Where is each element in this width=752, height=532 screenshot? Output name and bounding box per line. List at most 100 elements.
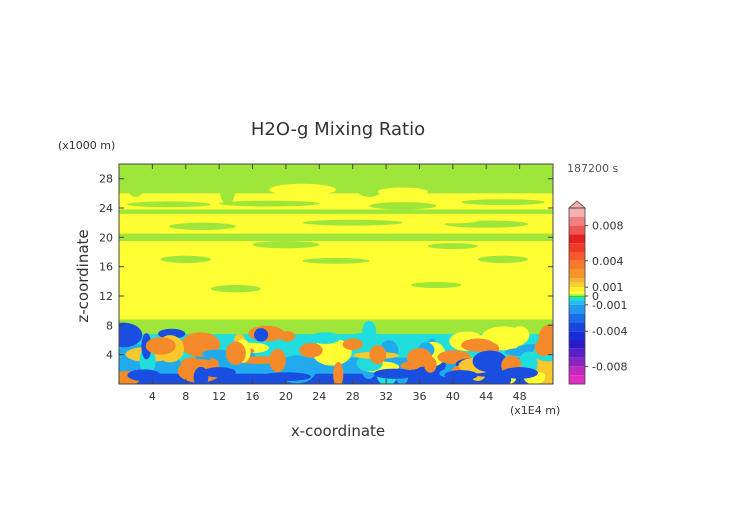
y-axis: 4 8 12 16 20 24 28 <box>99 173 553 362</box>
field-eddy <box>279 331 296 342</box>
field-eddy <box>362 320 377 341</box>
colorbar-level <box>569 366 585 376</box>
field-eddy <box>534 338 553 357</box>
colorbar-level <box>569 331 585 340</box>
field-eddy <box>201 349 233 358</box>
field-eddy <box>444 370 478 381</box>
colorbar-level <box>569 348 585 358</box>
field-streak <box>411 282 462 288</box>
colorbar-label: -0.001 <box>592 299 627 312</box>
field-streak <box>127 201 211 208</box>
colorbar-label: 0.008 <box>592 220 624 233</box>
colorbar-label: -0.008 <box>592 360 627 373</box>
x-tick-label: 36 <box>412 390 426 403</box>
colorbar-level <box>569 304 585 314</box>
field-plume <box>219 167 236 205</box>
x-tick-label: 12 <box>212 390 226 403</box>
x-tick-label: 28 <box>346 390 360 403</box>
x-axis-label: x-coordinate <box>291 422 385 440</box>
field-eddy <box>260 372 311 382</box>
field-plume <box>185 167 220 190</box>
colorbar-level <box>569 216 585 226</box>
field-plume <box>417 167 455 190</box>
colorbar-level <box>569 225 585 235</box>
x-tick-label: 16 <box>246 390 260 403</box>
y-tick-label: 20 <box>99 231 113 244</box>
x-tick-label: 48 <box>513 390 527 403</box>
field-streak <box>477 255 528 263</box>
field-eddy <box>145 337 176 355</box>
field-streak <box>302 257 370 264</box>
field-band <box>119 241 553 320</box>
field-eddy <box>373 368 416 379</box>
field-eddy <box>406 348 432 368</box>
field-streak <box>427 217 478 224</box>
colorbar-level <box>569 322 585 332</box>
colorbar-level <box>569 357 585 367</box>
y-tick-label: 16 <box>99 261 113 274</box>
field-eddy <box>225 341 246 365</box>
time-label: 187200 s <box>567 162 618 175</box>
y-unit-label: (x1000 m) <box>58 139 115 152</box>
colorbar-level <box>569 234 585 244</box>
field-plume <box>523 167 549 183</box>
colorbar-level <box>569 208 585 217</box>
x-tick-label: 8 <box>182 390 189 403</box>
colorbar-level <box>569 296 585 298</box>
field-streak <box>219 200 320 207</box>
colorbar-level <box>569 243 585 252</box>
field-eddy <box>253 328 269 342</box>
colorbar-level <box>569 282 585 288</box>
colorbar-level <box>569 260 585 270</box>
plot-frame <box>118 163 554 385</box>
field-plume <box>477 171 528 194</box>
field-eddy <box>190 333 215 347</box>
field-streak <box>302 219 403 226</box>
colorbar-level <box>569 294 585 296</box>
field-eddy <box>369 345 387 365</box>
colorbar-level <box>569 278 585 283</box>
field-plume <box>352 167 387 197</box>
colorbar-label: 0.001 <box>592 281 624 294</box>
colorbar-level <box>569 297 585 301</box>
y-tick-label: 28 <box>99 173 113 186</box>
field-eddy <box>309 332 341 344</box>
colorbar-level <box>569 291 585 295</box>
x-tick-label: 4 <box>149 390 156 403</box>
x-tick-label: 40 <box>446 390 460 403</box>
field-streak <box>252 241 320 249</box>
x-tick-label: 44 <box>479 390 493 403</box>
field-eddy <box>510 326 530 345</box>
y-tick-label: 12 <box>99 290 113 303</box>
field-eddy <box>127 369 161 382</box>
colorbar-label: 0 <box>592 290 599 303</box>
heatmap-field <box>119 164 553 384</box>
field-streak <box>269 183 336 196</box>
field-eddy <box>333 361 344 384</box>
colorbar-level <box>569 340 585 349</box>
x-axis: 4 8 12 16 20 24 28 32 36 40 44 48 <box>149 164 527 403</box>
field-eddy <box>342 338 363 351</box>
colorbar-level <box>569 375 585 384</box>
field-eddy <box>269 348 286 373</box>
field-plume <box>310 167 345 183</box>
field-eddy <box>202 367 236 378</box>
chart-title: H2O-g Mixing Ratio <box>251 119 425 140</box>
field-streak <box>377 187 428 197</box>
y-tick-label: 24 <box>99 202 113 215</box>
y-tick-label: 8 <box>106 319 113 332</box>
x-tick-label: 24 <box>312 390 326 403</box>
field-streak <box>369 202 437 210</box>
x-tick-label: 20 <box>279 390 293 403</box>
field-eddy <box>312 338 352 366</box>
colorbar-level <box>569 269 585 279</box>
field-eddy <box>461 338 495 352</box>
colorbar-level <box>569 300 585 305</box>
x-tick-label: 32 <box>379 390 393 403</box>
field-eddy <box>119 322 143 348</box>
field-plume <box>125 167 146 197</box>
field-streak <box>227 218 278 225</box>
y-tick-label: 4 <box>106 349 113 362</box>
